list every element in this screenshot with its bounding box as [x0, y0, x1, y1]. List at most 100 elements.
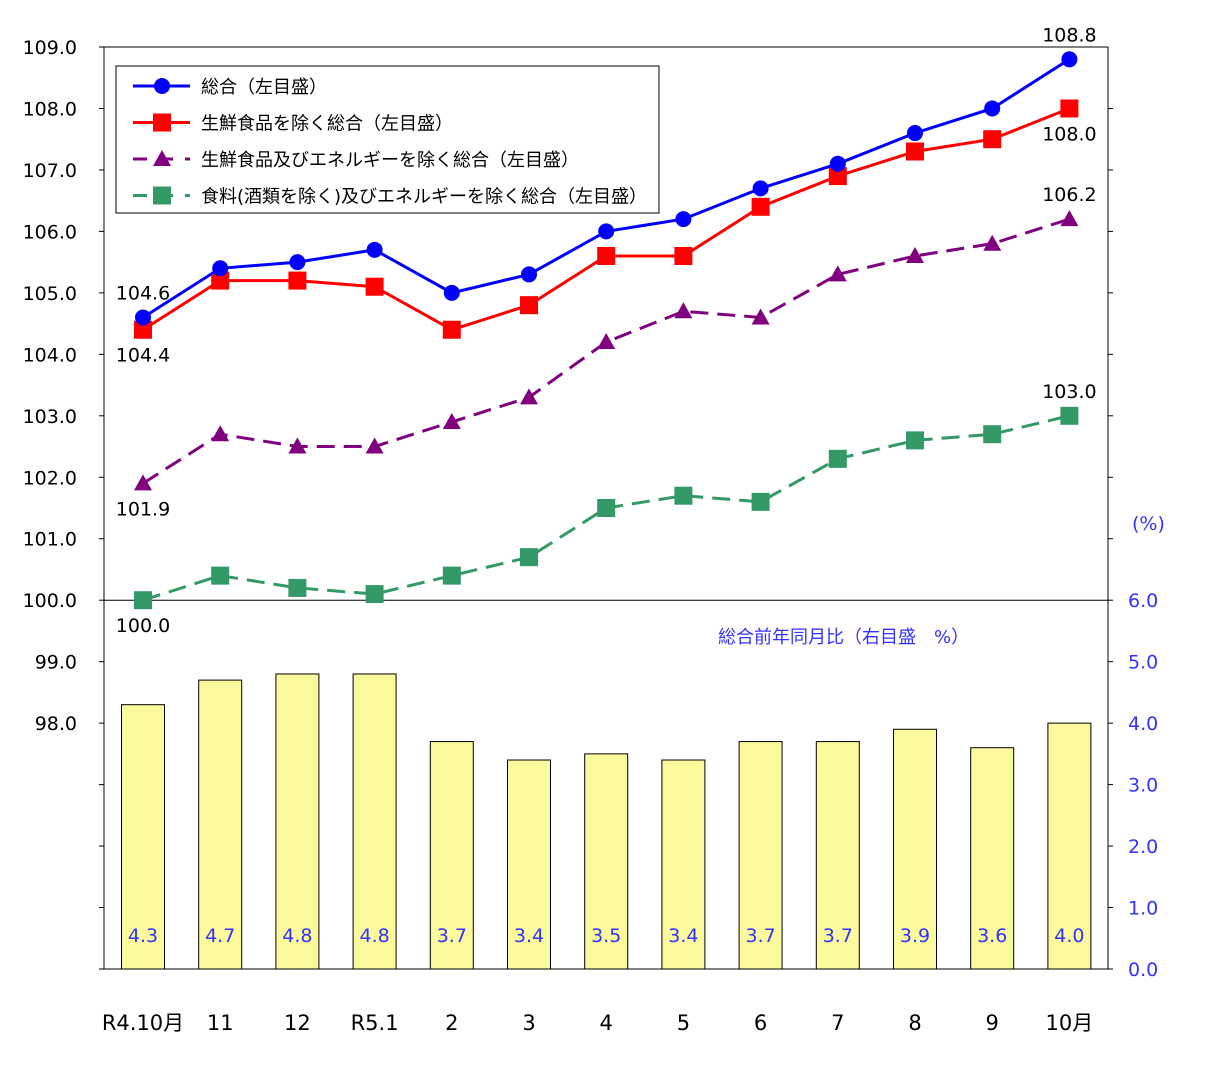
bar-value-label: 3.5: [591, 925, 621, 947]
bar-value-label: 3.7: [437, 925, 467, 947]
left-axis-tick-label: 101.0: [23, 529, 77, 551]
data-point: [906, 142, 924, 161]
x-axis-tick-label: 4: [600, 1011, 613, 1035]
bar: [970, 747, 1015, 970]
data-label: 108.0: [1042, 123, 1096, 145]
bar-value-label: 4.3: [128, 925, 158, 947]
data-point: [674, 246, 693, 265]
left-axis-tick-label: 98.0: [35, 713, 77, 735]
legend-marker: [153, 150, 171, 166]
data-point: [907, 125, 923, 142]
left-axis-tick-label: 103.0: [23, 406, 77, 428]
bar-value-label: 3.9: [900, 925, 930, 947]
data-point: [521, 266, 537, 283]
data-point: [984, 100, 1001, 117]
right-axis-tick-label: 1.0: [1128, 898, 1158, 920]
bar-series-label: 総合前年同月比（右目盛 %）: [718, 627, 969, 648]
data-point: [675, 211, 692, 228]
data-label: 104.4: [116, 345, 170, 367]
bar: [429, 741, 474, 970]
bar: [1047, 722, 1092, 970]
data-point: [674, 302, 693, 319]
legend-entry: 生鮮食品及びエネルギーを除く総合（左目盛）: [201, 150, 579, 171]
bar-value-label: 4.0: [1054, 925, 1084, 947]
right-axis-tick-label: 5.0: [1128, 652, 1158, 674]
bar-value-label: 3.7: [745, 925, 775, 947]
legend-entry: 生鮮食品を除く総合（左目盛）: [201, 114, 453, 135]
bar: [661, 759, 706, 970]
data-point: [443, 284, 460, 301]
data-point: [1060, 406, 1079, 425]
left-axis-tick-label: 102.0: [23, 467, 77, 489]
data-point: [288, 437, 307, 454]
data-point: [289, 254, 306, 271]
data-point: [520, 388, 538, 405]
x-axis-tick-label: 5: [677, 1011, 690, 1035]
legend-entry: 食料(酒類を除く)及びエネルギーを除く総合（左目盛）: [201, 187, 647, 208]
data-point: [1060, 210, 1079, 227]
x-axis-tick-label: 10月: [1046, 1011, 1094, 1035]
data-point: [134, 474, 152, 491]
data-point: [1061, 51, 1078, 68]
bar: [893, 728, 937, 970]
data-point: [751, 308, 770, 325]
data-point: [211, 566, 230, 585]
bar: [198, 679, 243, 970]
legend-marker: [153, 113, 171, 132]
right-axis-tick-label: 2.0: [1128, 836, 1158, 858]
bar: [352, 673, 397, 970]
bar: [738, 741, 783, 970]
data-label: 101.9: [116, 498, 170, 520]
data-label: 104.6: [116, 282, 170, 304]
data-point: [1060, 99, 1079, 118]
data-point: [520, 548, 538, 567]
x-axis-tick-label: 11: [207, 1011, 234, 1035]
right-axis-tick-label: 4.0: [1128, 713, 1158, 735]
data-point: [134, 591, 152, 610]
x-axis-tick-label: 8: [908, 1011, 921, 1035]
data-point: [288, 578, 307, 597]
data-point: [597, 333, 616, 350]
data-point: [598, 223, 615, 240]
data-point: [211, 425, 230, 442]
data-point: [752, 180, 769, 197]
data-point: [983, 234, 1002, 251]
data-point: [906, 431, 924, 450]
x-axis-tick-label: 12: [284, 1011, 311, 1035]
data-point: [983, 425, 1002, 444]
left-axis-tick-label: 108.0: [23, 98, 77, 120]
bar-value-label: 3.4: [668, 925, 698, 947]
x-axis-tick-label: R5.1: [351, 1011, 399, 1035]
x-axis-tick-label: 9: [986, 1011, 999, 1035]
bar: [275, 673, 320, 970]
bar: [584, 753, 629, 970]
data-point: [828, 449, 847, 468]
right-axis-tick-label: 0.0: [1128, 959, 1158, 981]
data-point: [212, 260, 229, 277]
bar-value-label: 4.8: [359, 925, 389, 947]
data-label: 108.8: [1042, 24, 1096, 46]
data-point: [674, 486, 693, 505]
data-label: 103.0: [1042, 381, 1096, 403]
bar-value-label: 4.8: [282, 925, 312, 947]
data-label: 100.0: [116, 615, 170, 637]
data-label: 106.2: [1042, 184, 1096, 206]
legend-marker: [154, 78, 170, 94]
data-point: [597, 246, 616, 265]
legend-entry: 総合（左目盛）: [201, 77, 327, 98]
x-axis-tick-label: R4.10月: [102, 1011, 184, 1035]
left-axis-tick-label: 106.0: [23, 221, 77, 243]
data-point: [442, 412, 461, 429]
bar-value-label: 3.4: [514, 925, 544, 947]
data-point: [366, 241, 383, 258]
data-point: [906, 246, 924, 263]
right-axis-tick-label: 3.0: [1128, 775, 1158, 797]
data-point: [365, 437, 384, 454]
data-point: [983, 130, 1002, 149]
data-point: [365, 277, 384, 296]
bar: [121, 704, 165, 970]
data-point: [751, 197, 770, 216]
bar-value-label: 3.6: [977, 925, 1007, 947]
data-point: [211, 271, 230, 290]
